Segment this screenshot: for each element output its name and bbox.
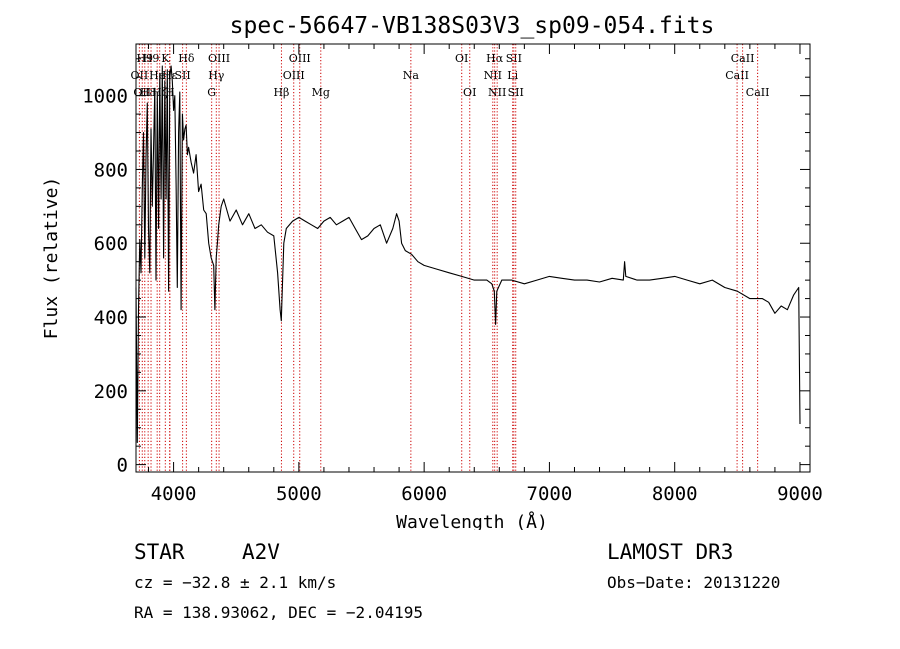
line-label: He	[149, 69, 165, 82]
line-label: Na	[403, 69, 420, 82]
x-tick-label: 6000	[401, 483, 447, 505]
line-label: H9	[143, 52, 160, 65]
line-label: H9	[136, 52, 153, 65]
x-axis-label: Wavelength (Å)	[396, 511, 548, 530]
line-label: Li	[507, 69, 518, 82]
line-label: K	[161, 52, 170, 65]
y-tick-label: 400	[94, 307, 128, 329]
line-label: OIII	[283, 69, 305, 82]
line-label: NII	[484, 69, 502, 82]
x-tick-label: 5000	[276, 483, 322, 505]
chart-title: spec-56647-VB138S03V3_sp09-054.fits	[230, 13, 715, 39]
line-markers: OIIOIIH9H8H9HeHζKHHεSIIHδGHγOIIIHβOIIIOI…	[131, 44, 770, 472]
line-label: Hγ	[208, 69, 225, 82]
line-label: NII	[488, 86, 506, 99]
line-label: OII	[131, 69, 149, 82]
y-tick-label: 200	[94, 381, 128, 403]
line-label: SII	[508, 86, 524, 99]
line-label: OI	[455, 52, 468, 65]
line-label: OIII	[289, 52, 311, 65]
observation-date: Obs−Date: 20131220	[607, 573, 781, 592]
plot-frame	[135, 43, 811, 473]
y-tick-label: 800	[94, 159, 128, 181]
flux-line	[135, 65, 801, 444]
x-tick-label: 8000	[652, 483, 698, 505]
line-label: CaII	[731, 52, 755, 65]
line-label: OI	[463, 86, 476, 99]
coordinates: RA = 138.93062, DEC = −2.04195	[134, 603, 423, 622]
y-tick-label: 600	[94, 233, 128, 255]
y-tick-label: 0	[117, 455, 128, 477]
object-class: STAR	[134, 540, 185, 564]
y-tick-label: 1000	[82, 86, 128, 108]
line-label: SII	[174, 69, 190, 82]
x-tick-label: 7000	[527, 483, 573, 505]
line-label: G	[207, 86, 216, 99]
line-label: Hβ	[273, 86, 289, 99]
line-label: Hα	[486, 52, 504, 65]
line-label: OIII	[208, 52, 230, 65]
line-label: Mg	[312, 86, 330, 99]
x-tick-label: 4000	[151, 483, 197, 505]
line-label: SII	[506, 52, 522, 65]
survey-name: LAMOST DR3	[607, 540, 734, 564]
object-subclass: A2V	[242, 540, 280, 564]
line-label: CaII	[725, 69, 749, 82]
x-tick-label: 9000	[777, 483, 823, 505]
y-axis-label: Flux (relative)	[41, 177, 62, 340]
redshift-cz: cz = −32.8 ± 2.1 km/s	[134, 573, 337, 592]
line-label: Hδ	[178, 52, 195, 65]
flux-series	[135, 65, 801, 444]
spectrum-chart: spec-56647-VB138S03V3_sp09-054.fits OII O…	[41, 13, 823, 530]
line-label: CaII	[746, 86, 770, 99]
axes: 4000 5000 6000 7000 8000 9000 0 200 400 600 800 100…	[82, 44, 823, 505]
